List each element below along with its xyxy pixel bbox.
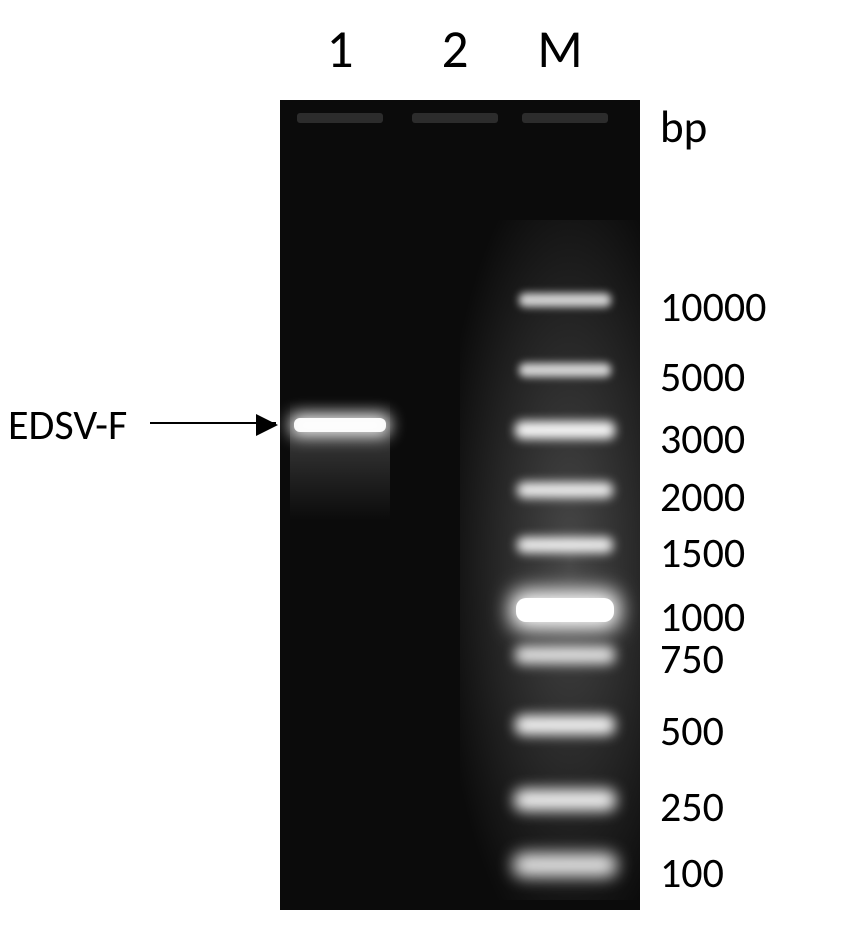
ladder-label-250: 250: [660, 782, 724, 833]
ladder-1000-core: [516, 598, 614, 622]
ladder-label-2000: 2000: [660, 472, 745, 523]
ladder-label-500: 500: [660, 706, 724, 757]
ladder-10000: [519, 293, 611, 307]
gel-image: [280, 100, 640, 910]
well-lane-1: [297, 113, 383, 123]
ladder-100: [513, 853, 617, 877]
ladder-label-750: 750: [660, 634, 724, 685]
bp-unit-label: bp: [660, 100, 707, 155]
ladder-label-1500: 1500: [660, 528, 745, 579]
lane-header-1: 1: [300, 18, 380, 82]
ladder-750: [515, 646, 615, 664]
ladder-250: [514, 789, 616, 811]
ladder-2000: [517, 482, 613, 498]
edsv-f-label: EDSV-F: [8, 400, 127, 451]
ladder-1500: [517, 537, 613, 553]
ladder-5000: [519, 363, 611, 377]
ladder-label-3000: 3000: [660, 414, 745, 465]
well-lane-2: [412, 113, 498, 123]
ladder-label-10000: 10000: [660, 282, 766, 333]
ladder-label-100: 100: [660, 848, 724, 899]
gel-figure: 1 2 M: [0, 0, 859, 938]
band-edsv-f-core: [294, 418, 386, 432]
ladder-3000: [515, 421, 615, 439]
well-lane-M: [522, 113, 608, 123]
ladder-500: [515, 715, 615, 735]
lane-header-2: 2: [415, 18, 495, 82]
gel-svg: [280, 100, 640, 910]
edsv-f-arrow-icon: [150, 422, 276, 424]
ladder-label-5000: 5000: [660, 352, 745, 403]
lane-header-M: M: [520, 18, 600, 82]
